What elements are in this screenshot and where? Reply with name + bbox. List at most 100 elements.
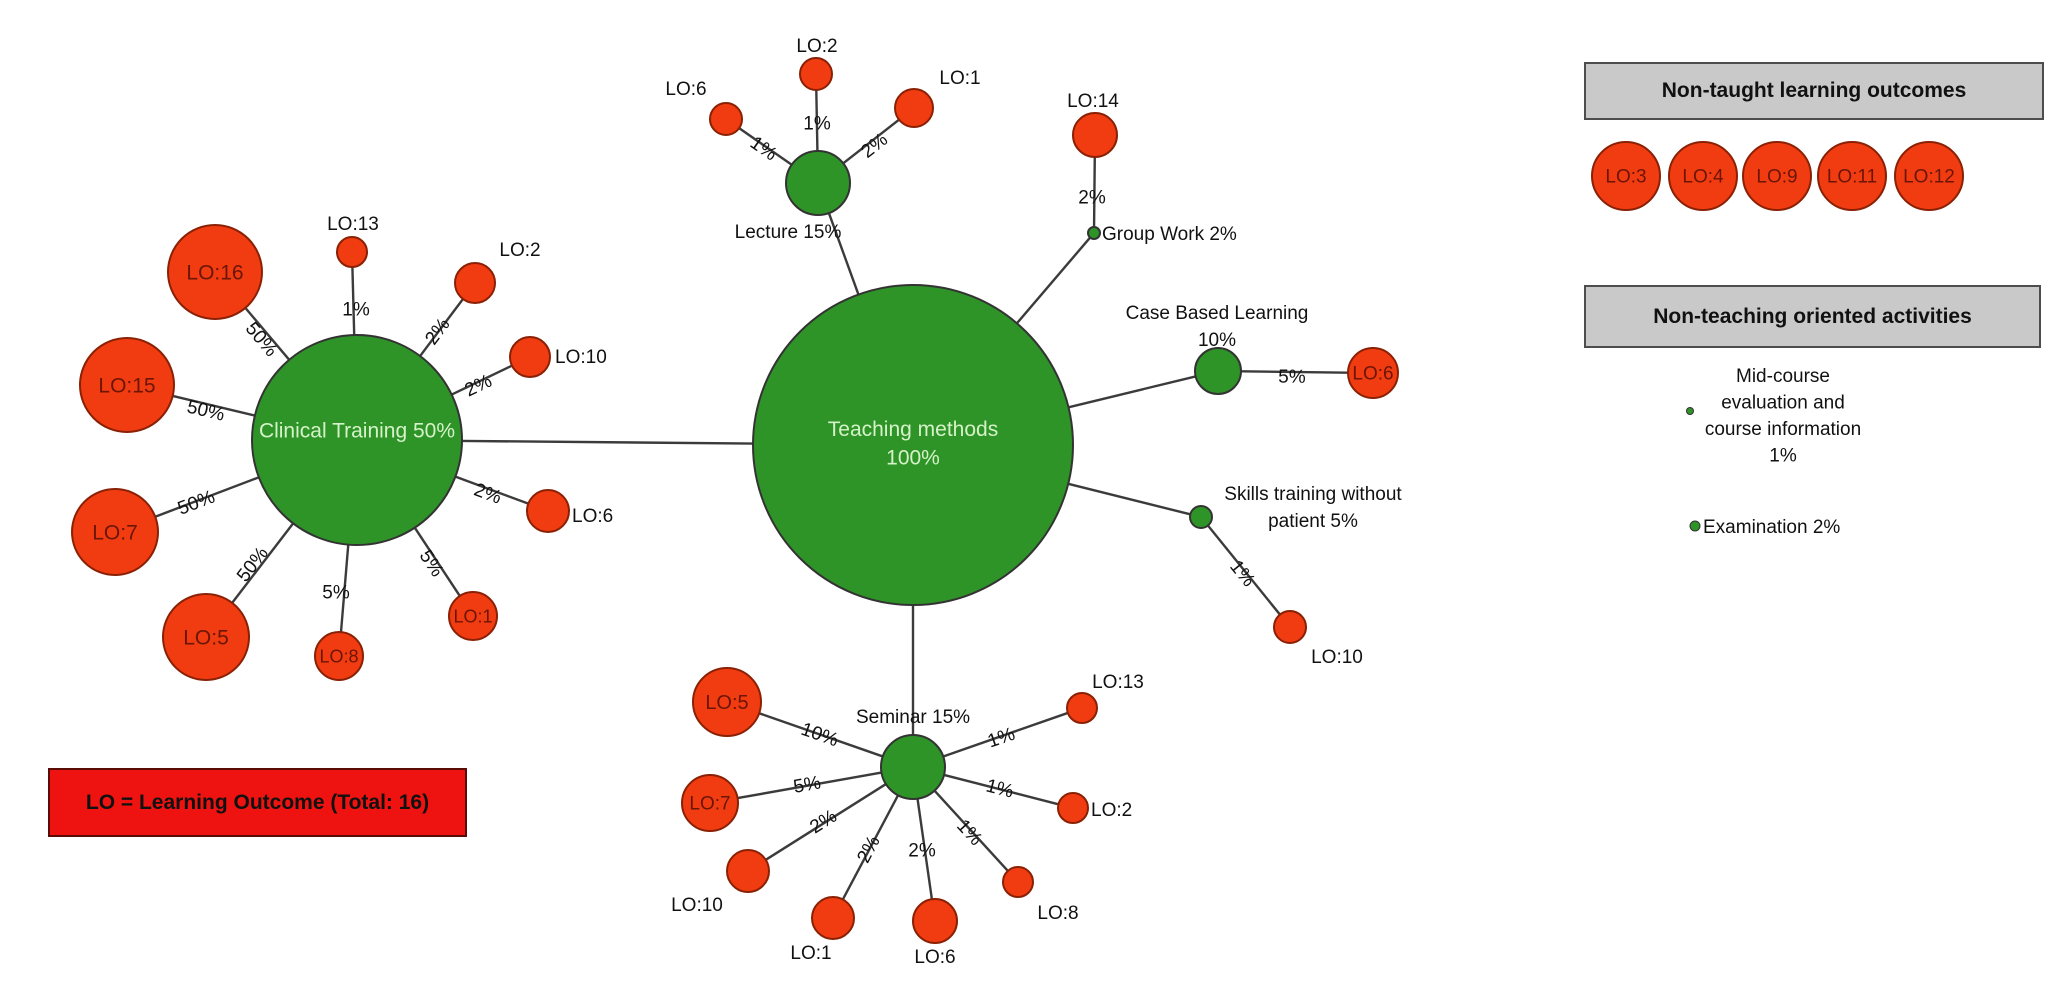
non-teaching-panel-title-text: Non-teaching oriented activities	[1653, 304, 1972, 328]
node-cl_lo1	[448, 591, 498, 641]
edge-seminar-se_lo13	[942, 711, 1069, 758]
edge-teaching-lecture	[827, 212, 860, 295]
node-label-nt_lo11: LO:11	[1827, 167, 1877, 188]
edge-teaching-cbl	[1068, 375, 1196, 409]
node-cl_lo16	[167, 224, 263, 320]
edge-label-clinical-cl_lo8: 5%	[322, 583, 350, 604]
edge-lecture-lec_lo1	[842, 118, 900, 165]
non-taught-panel-title-text: Non-taught learning outcomes	[1661, 79, 1967, 102]
node-label-se_lo8: LO:8	[1037, 903, 1078, 924]
node-se_lo7	[681, 774, 739, 832]
node-label-nt_lo4: LO:4	[1682, 167, 1724, 188]
edge-label-skills-sk_lo10: 1%	[1225, 556, 1259, 591]
node-lec_lo1	[894, 88, 934, 128]
edge-skills-sk_lo10	[1206, 524, 1281, 616]
node-label-lec_lo6: LO:6	[665, 79, 706, 100]
node-label-lecture: Lecture 15%	[735, 222, 842, 243]
node-label-cl_lo10: LO:10	[555, 347, 607, 368]
node-label-lec_lo1: LO:1	[939, 68, 980, 89]
node-label-skills: Skills training without	[1224, 484, 1402, 505]
node-cl_lo6	[526, 489, 570, 533]
node-label-se_lo10: LO:10	[671, 895, 723, 916]
edge-label-clinical-cl_lo13: 1%	[342, 300, 370, 321]
node-clinical	[251, 334, 463, 546]
edge-label-lecture-lec_lo1: 2%	[857, 129, 892, 163]
activity-label-0-line-3: 1%	[1769, 446, 1797, 467]
legend-box-text: LO = Learning Outcome (Total: 16)	[85, 790, 430, 814]
node-seminar	[880, 734, 946, 800]
node-nt_lo4	[1668, 141, 1738, 211]
node-label-cl_lo8: LO:8	[319, 646, 358, 666]
edge-teaching-groupwork	[1015, 236, 1092, 325]
node-nt_lo9	[1742, 141, 1812, 211]
edge-lecture-lec_lo6	[738, 127, 793, 166]
edge-lecture-lec_lo2	[815, 89, 819, 152]
node-sk_lo10	[1273, 610, 1307, 644]
edge-label-clinical-cl_lo16: 50%	[241, 318, 282, 361]
edge-clinical-cl_lo15	[172, 394, 256, 417]
node-label-se_lo13: LO:13	[1092, 672, 1144, 693]
node-label-se_lo6: LO:6	[914, 947, 955, 968]
edge-clinical-cl_lo8	[339, 544, 350, 633]
node-label-se_lo5: LO:5	[705, 692, 748, 714]
node-label-cl_lo15: LO:15	[98, 374, 155, 397]
edge-label-groupwork-gw_lo14: 2%	[1078, 188, 1106, 209]
node-label-lec_lo2: LO:2	[796, 36, 837, 57]
node-label-nt_lo9: LO:9	[1756, 167, 1797, 188]
edge-seminar-se_lo10	[765, 783, 887, 861]
activity-dot-1	[1689, 520, 1701, 532]
edge-clinical-cl_lo1	[413, 527, 461, 597]
edge-label-clinical-cl_lo5: 50%	[233, 543, 273, 586]
node-label-cl_lo1: LO:1	[453, 606, 492, 626]
edge-clinical-cl_lo10	[451, 364, 513, 396]
node-label-se_lo1: LO:1	[790, 943, 831, 964]
node-cbl_lo6	[1347, 347, 1399, 399]
activity-label-0-line-1: evaluation and	[1721, 393, 1845, 414]
node-label-cbl: Case Based Learning	[1126, 303, 1309, 324]
node-gw_lo14	[1072, 112, 1118, 158]
non-taught-panel-title: Non-taught learning outcomes	[1584, 62, 2044, 120]
edge-label-seminar-se_lo1: 2%	[853, 832, 884, 866]
non-teaching-panel-title: Non-teaching oriented activities	[1584, 285, 2041, 348]
edge-clinical-cl_lo2	[419, 298, 464, 357]
node-nt_lo11	[1817, 141, 1887, 211]
edge-seminar-se_lo8	[933, 789, 1009, 872]
edge-label-seminar-se_lo6: 2%	[908, 841, 936, 862]
edge-seminar-se_lo7	[737, 771, 882, 800]
edge-seminar-se_lo6	[916, 798, 934, 900]
node-groupwork	[1087, 226, 1101, 240]
node-label-se_lo7: LO:7	[689, 794, 730, 815]
node-teaching	[752, 284, 1074, 606]
node-cl_lo8	[314, 631, 364, 681]
node-nt_lo3	[1591, 141, 1661, 211]
edge-seminar-se_lo2	[943, 773, 1059, 806]
node-label-cl_lo7: LO:7	[92, 521, 138, 544]
node-label-cl_lo16: LO:16	[186, 261, 243, 284]
edge-cbl-cbl_lo6	[1240, 370, 1349, 374]
node-lec_lo6	[709, 102, 743, 136]
edge-label-seminar-se_lo2: 1%	[984, 776, 1016, 803]
edge-label-seminar-se_lo5: 10%	[798, 719, 841, 751]
node-label-nt_lo3: LO:3	[1605, 167, 1646, 188]
node-se_lo5	[692, 667, 762, 737]
node-cl_lo15	[79, 337, 175, 433]
node-label-groupwork: Group Work 2%	[1102, 224, 1237, 245]
activity-label-0-line-2: course information	[1705, 419, 1861, 440]
edge-label-cbl-cbl_lo6: 5%	[1278, 366, 1306, 387]
node-label-cl_lo6: LO:6	[572, 506, 613, 527]
edge-clinical-cl_lo5	[231, 522, 295, 604]
node-label-teaching: 100%	[886, 447, 940, 470]
edge-seminar-se_lo5	[758, 712, 884, 758]
node-cbl	[1194, 347, 1242, 395]
node-label-clinical: Clinical Training 50%	[259, 419, 455, 442]
node-label-cl_lo13: LO:13	[327, 214, 379, 235]
legend-box: LO = Learning Outcome (Total: 16)	[48, 768, 467, 837]
activity-label-0-line-0: Mid-course	[1736, 366, 1830, 387]
node-label-cl_lo5: LO:5	[183, 626, 229, 649]
edge-teaching-clinical	[461, 439, 754, 445]
edge-clinical-cl_lo7	[154, 476, 260, 518]
edge-label-clinical-cl_lo6: 2%	[471, 479, 504, 508]
activity-dot-0	[1686, 407, 1694, 415]
